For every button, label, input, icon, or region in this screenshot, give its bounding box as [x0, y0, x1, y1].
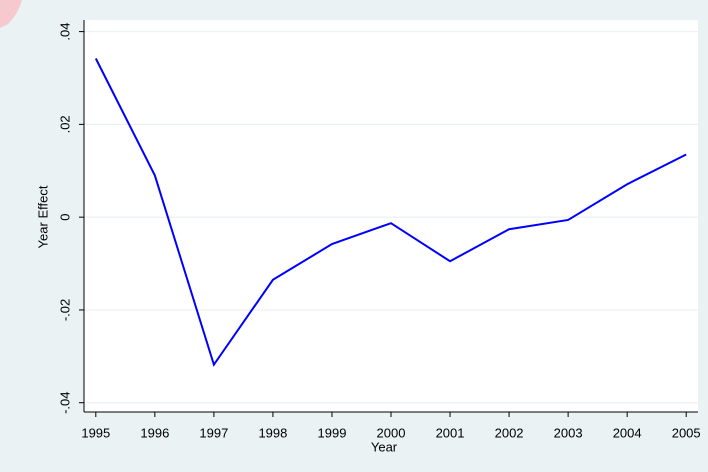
x-tick-label: 1996 — [140, 425, 169, 440]
y-axis-title: Year Effect — [35, 185, 50, 248]
x-tick-label: 2001 — [436, 425, 465, 440]
x-tick-label: 1997 — [199, 425, 228, 440]
y-tick-label: 0 — [57, 214, 72, 221]
y-tick-label: -.02 — [57, 299, 72, 321]
data-line — [94, 58, 687, 367]
y-tick-label: -.04 — [57, 392, 72, 414]
x-tick-label: 1998 — [258, 425, 287, 440]
x-axis-title: Year — [371, 439, 398, 454]
x-tick-label: 2005 — [672, 425, 701, 440]
x-tick-label: 2002 — [495, 425, 524, 440]
y-tick-label: .02 — [57, 115, 72, 133]
y-tick-label: .04 — [57, 23, 72, 41]
plot-area — [84, 20, 698, 412]
x-tick-label: 1999 — [318, 425, 347, 440]
x-tick-label: 1995 — [81, 425, 110, 440]
logo-fragment — [0, 0, 22, 28]
x-tick-label: 2004 — [613, 425, 642, 440]
x-tick-label: 2003 — [554, 425, 583, 440]
x-tick-label: 2000 — [377, 425, 406, 440]
